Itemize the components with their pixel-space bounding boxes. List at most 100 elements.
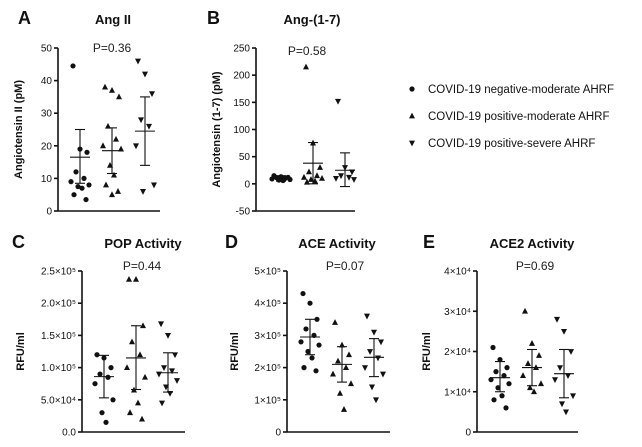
- data-point: [101, 355, 107, 361]
- data-point: [565, 373, 571, 380]
- data-point: [305, 348, 311, 355]
- data-point: [158, 321, 164, 328]
- data-point: [108, 365, 114, 371]
- y-tick-label: 150: [233, 98, 250, 109]
- data-point: [131, 386, 137, 393]
- legend-item: COVID-19 positive-moderate AHRF: [409, 111, 610, 123]
- data-point: [499, 393, 505, 399]
- data-point: [531, 388, 537, 395]
- data-point: [380, 371, 386, 378]
- y-axis-label: RFU/ml: [15, 332, 27, 371]
- y-tick-label: 3×10⁵: [254, 331, 281, 342]
- y-tick-label: 250: [233, 44, 250, 55]
- series-group: [92, 352, 116, 425]
- data-point: [142, 71, 148, 78]
- y-axis-label: RFU/ml: [421, 332, 433, 371]
- legend-item: COVID-19 positive-severe AHRF: [409, 138, 595, 150]
- series-group: [133, 58, 157, 195]
- y-tick-label: 50: [41, 44, 53, 55]
- data-point: [561, 328, 567, 335]
- y-tick-label: 4×10⁴: [444, 267, 471, 278]
- panel-title: Ang-(1-7): [283, 12, 340, 27]
- series-group: [520, 307, 544, 395]
- data-point: [369, 384, 375, 391]
- data-point: [520, 372, 526, 379]
- y-tick-label: 2×10⁴: [444, 347, 471, 358]
- data-point: [316, 342, 322, 348]
- data-point: [557, 365, 563, 371]
- series-group: [156, 321, 180, 407]
- data-point: [146, 123, 152, 130]
- y-tick-label: 0: [244, 179, 250, 190]
- data-point: [335, 357, 341, 364]
- data-point: [317, 164, 323, 170]
- series-group: [362, 313, 386, 404]
- data-point: [312, 177, 318, 184]
- data-point: [84, 149, 90, 155]
- y-axis-label: Angiotensin (1-7) (pM): [211, 71, 223, 187]
- legend-label: COVID-19 negative-moderate AHRF: [428, 84, 614, 96]
- data-point: [491, 397, 497, 403]
- data-point: [79, 185, 85, 191]
- panel-letter: C: [12, 232, 25, 252]
- series-group: [100, 83, 124, 198]
- panel-title: ACE2 Activity: [490, 236, 576, 251]
- data-point: [86, 182, 92, 188]
- data-point: [81, 175, 87, 181]
- y-tick-label: 50: [239, 152, 251, 163]
- data-point: [73, 169, 79, 175]
- data-point: [314, 316, 320, 322]
- data-point: [140, 189, 146, 195]
- panel-e: E ACE2 Activity P=0.69 RFU/ml 0 1×10⁴ 2×10⁴ 3×1…: [421, 232, 578, 439]
- data-point: [310, 139, 316, 146]
- data-point: [83, 196, 89, 203]
- data-point: [348, 380, 354, 387]
- data-point: [563, 409, 569, 416]
- data-point: [169, 368, 175, 375]
- legend-marker: [409, 112, 415, 119]
- data-point: [488, 377, 494, 383]
- data-point: [375, 355, 381, 362]
- data-point: [92, 381, 98, 387]
- data-point: [343, 364, 349, 370]
- panel-letter: D: [225, 232, 238, 252]
- data-point: [373, 397, 379, 404]
- data-point: [133, 275, 139, 282]
- panel-b: B Ang-(1-7) P=0.58 Angiotensin (1-7) (pM) -5…: [207, 8, 357, 218]
- p-value: P=0.07: [326, 259, 365, 273]
- data-point: [115, 188, 121, 194]
- data-point: [503, 405, 509, 411]
- data-point: [103, 419, 109, 425]
- data-point: [346, 351, 352, 358]
- data-point: [362, 365, 368, 371]
- data-point: [338, 173, 344, 180]
- data-point: [493, 369, 499, 375]
- y-tick-label: 3×10⁴: [444, 307, 471, 318]
- y-tick-label: 1×10⁵: [254, 395, 281, 406]
- data-point: [313, 368, 319, 374]
- data-point: [504, 365, 510, 371]
- data-point: [99, 410, 105, 416]
- data-point: [552, 377, 558, 384]
- y-tick-label: 40: [41, 76, 53, 87]
- panel-title: POP Activity: [104, 236, 182, 251]
- data-point: [570, 393, 576, 400]
- y-tick-label: 1.5×10⁵: [41, 331, 76, 342]
- data-point: [68, 179, 74, 185]
- data-point: [568, 349, 574, 355]
- data-point: [495, 385, 501, 391]
- data-point: [135, 399, 141, 406]
- data-point: [167, 390, 173, 397]
- data-point: [129, 338, 135, 345]
- series-group: [269, 173, 293, 184]
- data-point: [163, 384, 169, 391]
- data-point: [276, 177, 282, 183]
- data-point: [103, 181, 109, 188]
- data-point: [525, 360, 531, 366]
- legend-marker: [409, 86, 415, 92]
- series-group: [68, 63, 92, 203]
- series-group: [488, 344, 512, 411]
- data-point: [333, 176, 339, 182]
- data-point: [298, 339, 304, 345]
- data-point: [94, 352, 100, 358]
